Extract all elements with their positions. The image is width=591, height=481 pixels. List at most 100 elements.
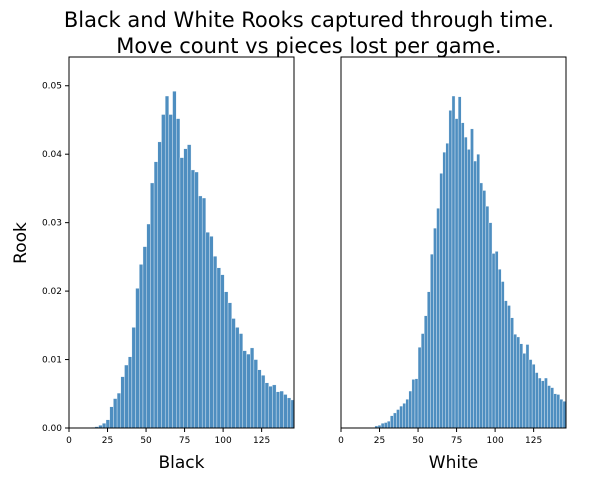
- y-tick-label: 0.00: [42, 424, 62, 434]
- histogram-bar: [238, 333, 244, 429]
- y-tick-label: 0.04: [42, 150, 62, 160]
- histogram-bar: [541, 380, 545, 429]
- histogram-bar: [547, 385, 551, 429]
- histogram-bar: [507, 305, 511, 429]
- x-tick-label: 75: [179, 436, 190, 446]
- x-axis-label: Black: [159, 453, 205, 473]
- histogram-bar: [411, 379, 416, 429]
- histogram-bar: [150, 182, 155, 429]
- histogram-bar: [498, 269, 502, 429]
- histogram-bar: [261, 375, 266, 429]
- histogram-bar: [116, 392, 121, 429]
- histogram-bar: [113, 398, 118, 429]
- histogram-bar: [417, 347, 422, 429]
- histogram-bar: [442, 151, 446, 429]
- histogram-bar: [424, 315, 428, 429]
- x-tick-label: 25: [374, 436, 385, 446]
- histogram-bar: [461, 122, 465, 429]
- histogram-bar: [120, 376, 125, 429]
- y-tick-label: 0.05: [42, 82, 62, 92]
- histogram-bar: [183, 148, 188, 429]
- histogram-bar: [408, 390, 413, 429]
- histogram-bar: [393, 412, 397, 429]
- y-tick-label: 0.02: [42, 287, 62, 297]
- histogram-bar: [491, 253, 496, 429]
- histogram-bar: [448, 110, 453, 429]
- histogram-bar: [399, 405, 403, 429]
- histogram-bar: [227, 302, 232, 429]
- axes-frame: [340, 56, 567, 429]
- histogram-bar: [402, 403, 406, 429]
- histogram-bar: [172, 91, 177, 429]
- histogram-bar: [194, 171, 199, 429]
- histogram-bar: [390, 415, 394, 429]
- chart-title-line-2: Move count vs pieces lost per game.: [116, 34, 502, 58]
- histogram-bar: [556, 394, 561, 429]
- histogram-bar: [516, 336, 520, 429]
- histogram-bar: [105, 419, 110, 429]
- histogram-bar: [168, 114, 173, 429]
- histogram-bar: [430, 253, 434, 429]
- histogram-bar: [525, 344, 530, 429]
- histogram-bar: [488, 222, 493, 429]
- histogram-bar: [396, 409, 400, 429]
- histogram-bar: [179, 157, 184, 429]
- histogram-bar: [139, 264, 144, 429]
- axes-frame: [68, 56, 295, 429]
- histogram-bar: [146, 223, 151, 429]
- histogram-bar: [522, 353, 527, 429]
- histogram-bar: [467, 149, 471, 429]
- histogram-bar: [198, 195, 203, 429]
- histogram-bar: [190, 169, 195, 429]
- histogram-bar: [420, 333, 425, 429]
- histogram-bar: [220, 274, 225, 429]
- histogram-bar: [124, 364, 129, 429]
- x-tick-label: 100: [215, 436, 232, 446]
- histogram-bar: [454, 118, 459, 429]
- histogram-bar: [187, 144, 192, 429]
- histogram-bar: [436, 208, 440, 429]
- histogram-bar: [380, 423, 385, 429]
- x-axis-label: White: [429, 453, 478, 473]
- histogram-bar: [433, 227, 437, 429]
- histogram-bar: [528, 359, 533, 429]
- histogram-bar: [387, 420, 391, 429]
- histogram-bar: [279, 390, 284, 429]
- histogram-bar: [235, 327, 240, 429]
- x-tick-label: 50: [140, 436, 152, 446]
- histogram-bar: [275, 391, 280, 429]
- histogram-bar: [201, 197, 207, 429]
- histogram-bar: [501, 281, 505, 429]
- x-tick-label: 50: [412, 436, 424, 446]
- histogram-bar: [479, 182, 483, 429]
- histogram-bar: [213, 256, 218, 429]
- histogram-bar: [102, 423, 107, 429]
- x-tick-label: 25: [102, 436, 113, 446]
- histogram-bar: [268, 386, 273, 429]
- histogram-bar: [242, 350, 247, 429]
- histogram-bar: [535, 372, 539, 429]
- histogram-bar: [231, 318, 236, 429]
- histogram-bar: [383, 422, 388, 429]
- x-tick-label: 100: [487, 436, 504, 446]
- histogram-bar: [216, 267, 221, 429]
- histogram-bar: [427, 291, 431, 429]
- histogram-bar: [135, 288, 140, 429]
- histogram-bar: [519, 343, 524, 429]
- white-rook-panel: 0 25 50 75 100 125 White: [338, 56, 567, 473]
- histogram-bar: [287, 397, 292, 429]
- histogram-bar: [473, 160, 477, 429]
- histogram-bar: [538, 377, 542, 429]
- figure-ylabel: Rook: [11, 222, 31, 264]
- histogram-bar: [405, 399, 409, 429]
- histogram-bar: [470, 128, 474, 429]
- histogram-bar: [176, 118, 181, 429]
- chart-title-line-1: Black and White Rooks captured through t…: [63, 8, 555, 32]
- histogram-bar: [164, 95, 170, 429]
- y-tick-label: 0.03: [42, 219, 62, 229]
- x-tick-label: 0: [66, 436, 72, 446]
- histogram-bar: [485, 206, 490, 429]
- histogram-bar: [494, 251, 499, 429]
- histogram-bar: [131, 327, 136, 429]
